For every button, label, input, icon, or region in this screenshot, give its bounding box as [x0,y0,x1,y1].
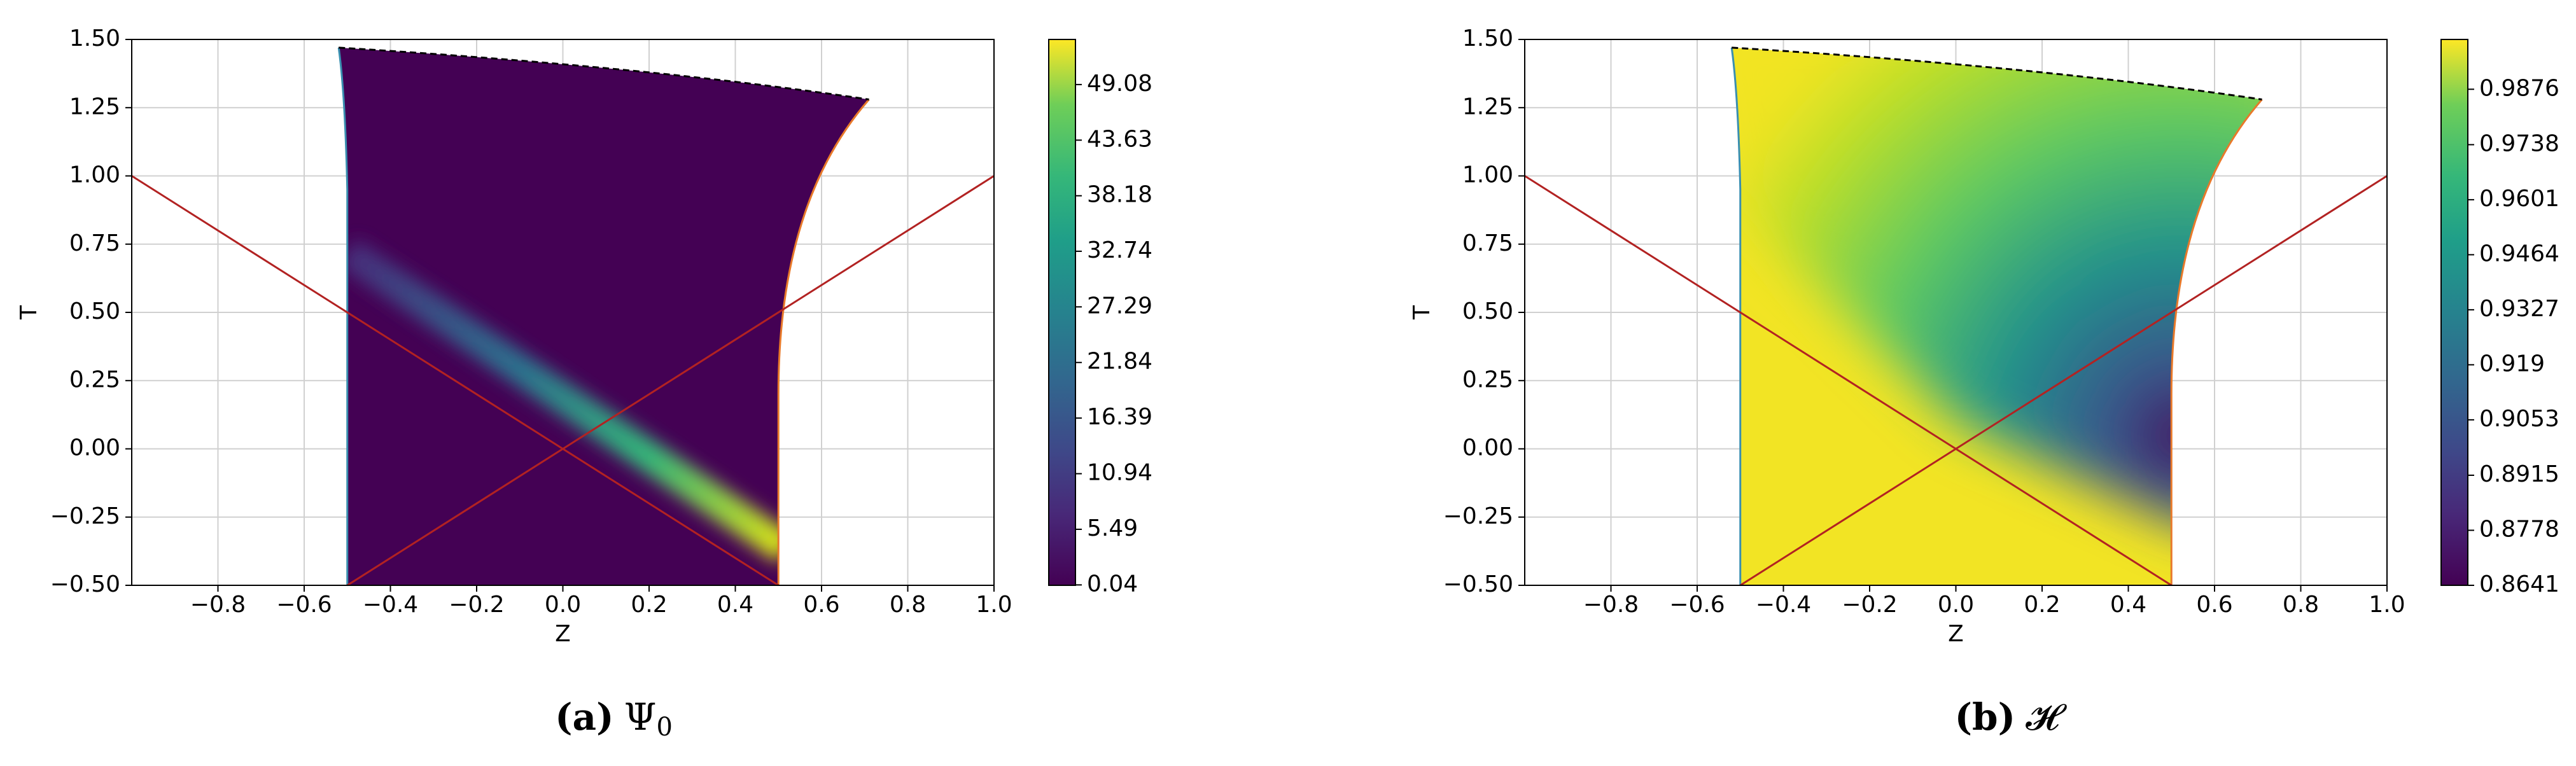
light-cone [131,175,780,587]
y-axis-label: T [16,305,42,320]
y-tick-label: −0.50 [1443,571,1513,597]
x-tick-label: 0.0 [545,592,581,618]
x-tick-label: 0.2 [631,592,667,618]
x-tick-label: 0.2 [2024,592,2060,618]
y-tick-label: 1.25 [69,94,120,120]
y-axis-label: T [1409,305,1435,320]
x-tick-label: −0.4 [1756,592,1811,618]
colorbar-tick-label: 49.08 [1087,71,1152,97]
x-tick-label: −0.6 [276,592,332,618]
y-tick-label: 1.50 [69,25,120,52]
colorbar-tick-label: 0.9876 [2479,75,2559,101]
y-tick-label: 1.50 [1462,25,1513,52]
colorbar-tick-label: 0.9464 [2479,240,2559,267]
colorbar-tick-label: 0.9738 [2479,130,2559,157]
domain-top [339,46,869,101]
colorbar-tick-label: 38.18 [1087,182,1152,208]
band [339,239,796,563]
domain-edge [337,47,349,585]
x-tick-label: −0.4 [363,592,418,618]
caption-subscript: 0 [656,713,672,742]
x-axis-label: Z [1948,621,1964,647]
colorbar-tick-label: 0.04 [1087,571,1138,597]
x-tick-label: 0.4 [2110,592,2146,618]
colorbar-tick-label: 0.8915 [2479,461,2559,487]
x-tick-label: −0.6 [1669,592,1725,618]
caption-label: (a) [555,695,613,739]
colorbar-tick-label: 0.9327 [2479,296,2559,322]
domain-edge [2170,99,2263,585]
plot-frame [1524,39,2388,586]
heatmap [1732,47,2262,585]
wedge [1732,47,2262,531]
x-tick-label: −0.2 [1842,592,1897,618]
x-tick-label: 1.0 [976,592,1012,618]
x-tick-label: −0.8 [1583,592,1639,618]
colorbar-tick-label: 0.8778 [2479,517,2559,543]
x-tick-label: 0.6 [803,592,839,618]
y-tick-label: 0.50 [1462,298,1513,324]
y-tick-label: 0.00 [69,435,120,461]
colorbar-tick-label: 0.9053 [2479,406,2559,432]
colorbar-tick-label: 21.84 [1087,349,1152,375]
x-tick-label: −0.8 [190,592,246,618]
y-tick-label: 0.75 [69,230,120,256]
colorbar [2440,39,2468,586]
light-cone [346,175,995,587]
plot-frame [131,39,995,586]
colorbar-tick-label: 27.29 [1087,293,1152,319]
x-tick-label: 0.8 [890,592,926,618]
y-tick-label: 1.00 [1462,162,1513,188]
light-cone [1739,175,2388,587]
colorbar-tick-label: 0.8641 [2479,571,2559,597]
domain-edge [1730,47,1742,585]
y-tick-label: −0.50 [50,571,120,597]
y-tick-label: 0.25 [69,366,120,393]
y-tick-label: −0.25 [50,503,120,529]
y-tick-label: 0.00 [1462,435,1513,461]
colorbar-tick-label: 5.49 [1087,515,1138,541]
y-tick-label: 1.25 [1462,94,1513,120]
colorbar-tick-label: 32.74 [1087,237,1152,263]
x-tick-label: 0.6 [2196,592,2232,618]
colorbar [1048,39,1076,586]
x-tick-label: 0.4 [717,592,753,618]
y-tick-label: 0.50 [69,298,120,324]
x-tick-label: 0.8 [2283,592,2319,618]
colorbar-tick-label: 0.9601 [2479,186,2559,212]
caption-symbol: 𝓗 [2026,695,2067,739]
x-tick-label: 0.0 [1938,592,1974,618]
colorbar-tick-label: 0.919 [2479,351,2545,377]
colorbar-tick-label: 10.94 [1087,460,1152,486]
caption-symbol: Ψ [624,695,657,739]
x-tick-label: −0.2 [449,592,504,618]
x-tick-label: 1.0 [2369,592,2405,618]
domain-edge [777,99,870,585]
y-tick-label: 0.75 [1462,230,1513,256]
y-tick-label: 0.25 [1462,366,1513,393]
caption: (b) 𝓗 [1955,695,2067,739]
colorbar-tick-label: 16.39 [1087,404,1152,430]
light-cone [1524,175,2173,587]
x-axis-label: Z [555,621,571,647]
colorbar-tick-label: 43.63 [1087,126,1152,152]
caption: (a) Ψ0 [555,695,673,742]
caption-label: (b) [1955,695,2015,739]
y-tick-label: 1.00 [69,162,120,188]
y-tick-label: −0.25 [1443,503,1513,529]
domain-top [1732,46,2262,101]
